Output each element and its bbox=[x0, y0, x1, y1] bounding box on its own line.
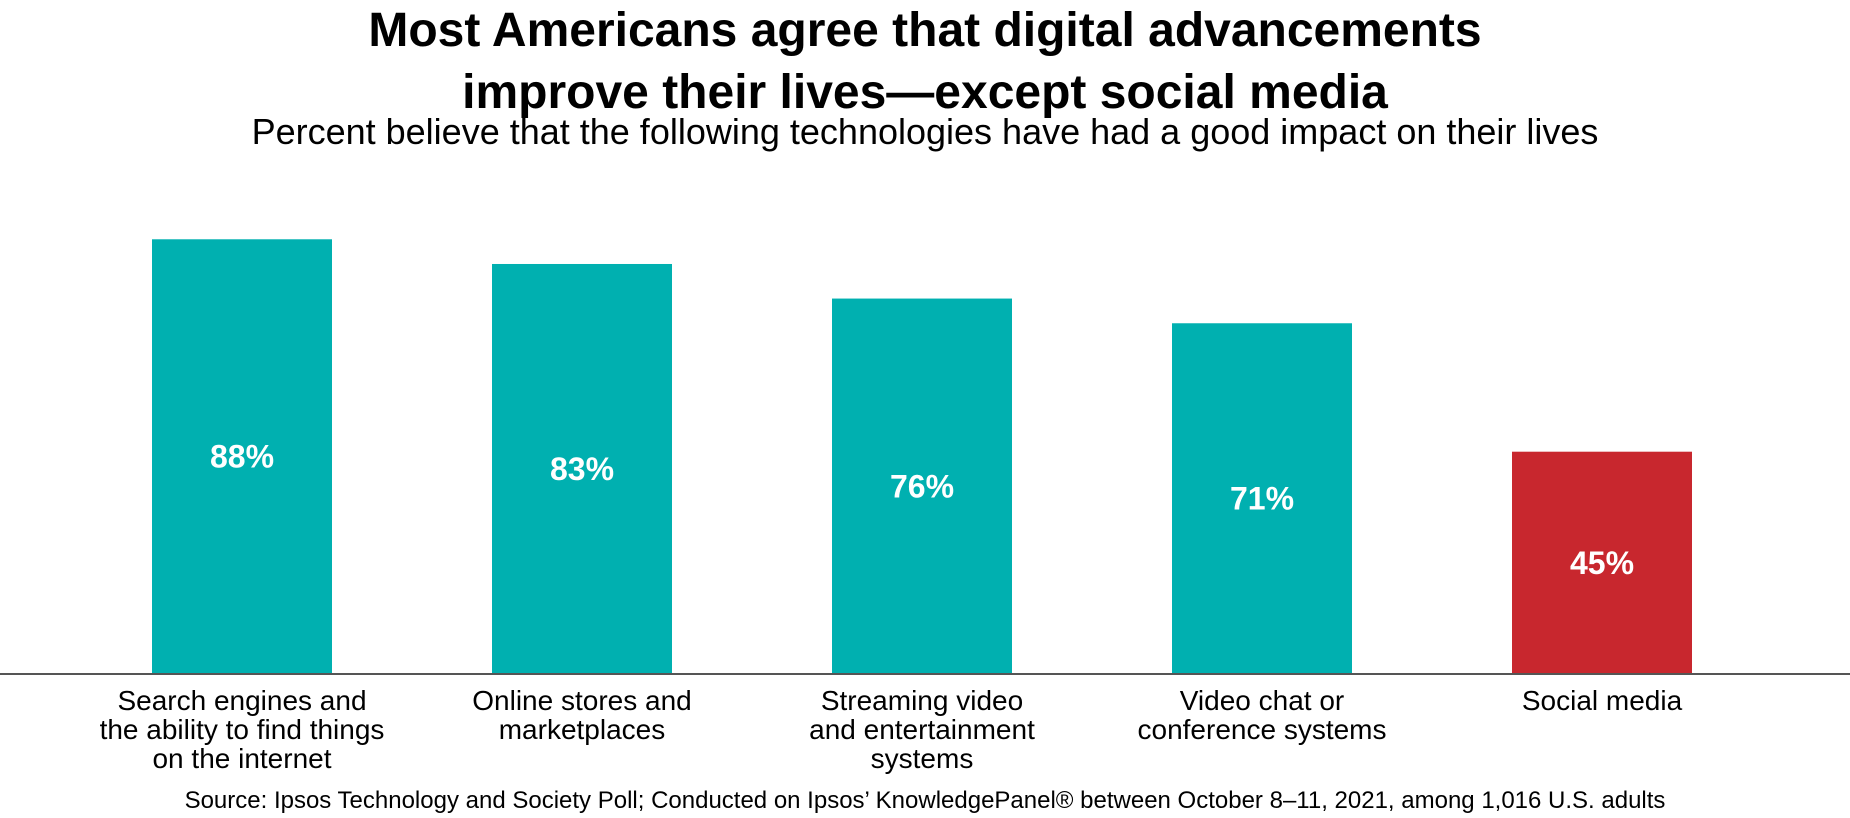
bar-5 bbox=[1512, 451, 1692, 674]
bar-value-label-2: 83% bbox=[550, 451, 614, 487]
bar-value-label-1: 88% bbox=[210, 439, 274, 475]
category-label-1: Search engines and the ability to find th… bbox=[100, 685, 385, 774]
chart-title: Most Americans agree that digital advanc… bbox=[0, 0, 1850, 124]
source-note: Source: Ipsos Technology and Society Pol… bbox=[184, 787, 1666, 814]
category-label-2: Online stores and marketplaces bbox=[472, 685, 691, 745]
bar-1 bbox=[152, 239, 332, 674]
bar-value-label-4: 71% bbox=[1230, 481, 1294, 517]
bar-value-label-3: 76% bbox=[890, 468, 954, 504]
category-label-3: Streaming video and entertainment systems bbox=[809, 685, 1035, 774]
bar-3 bbox=[832, 298, 1012, 674]
chart-title-line-2: improve their lives—except social media bbox=[462, 66, 1388, 119]
category-label-5: Social media bbox=[1522, 685, 1683, 716]
chart-title-line-1: Most Americans agree that digital advanc… bbox=[368, 4, 1482, 57]
bar-4 bbox=[1172, 323, 1352, 674]
category-label-4: Video chat or conference systems bbox=[1138, 685, 1387, 745]
chart-subtitle: Percent believe that the following techn… bbox=[251, 111, 1599, 152]
bar-2 bbox=[492, 263, 672, 674]
bar-value-label-5: 45% bbox=[1570, 545, 1634, 581]
